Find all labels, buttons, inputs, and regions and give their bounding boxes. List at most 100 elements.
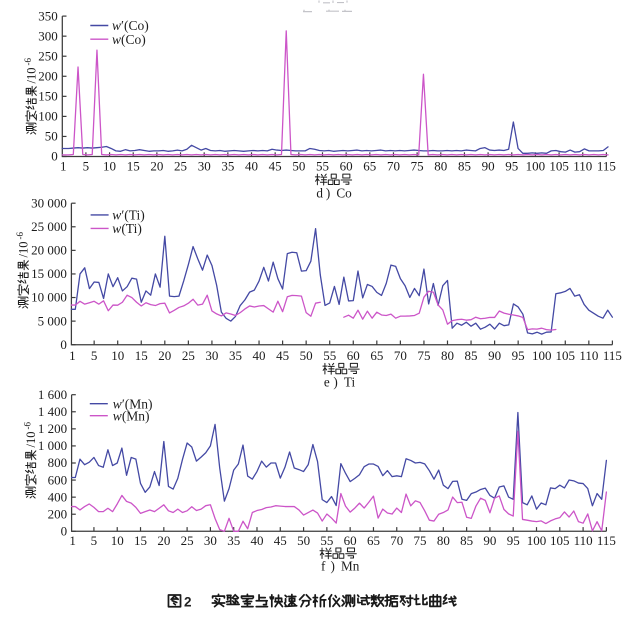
svg-text:5 000: 5 000: [38, 313, 67, 328]
svg-text:85: 85: [465, 348, 478, 363]
svg-text:200: 200: [48, 506, 68, 521]
svg-text:50: 50: [45, 129, 58, 144]
svg-text:70: 70: [390, 533, 403, 548]
svg-text:5: 5: [91, 348, 98, 363]
svg-text:80: 80: [441, 348, 454, 363]
svg-text:65: 65: [370, 348, 383, 363]
svg-text:40: 40: [250, 533, 263, 548]
svg-text:800: 800: [48, 455, 68, 470]
svg-text:w′(Co): w′(Co): [112, 18, 149, 33]
svg-text:105: 105: [556, 348, 576, 363]
svg-text:20: 20: [157, 533, 170, 548]
svg-text:30: 30: [205, 348, 218, 363]
svg-text:110: 110: [574, 533, 593, 548]
svg-text:1: 1: [60, 158, 67, 173]
svg-text:0: 0: [61, 524, 68, 539]
svg-text:75: 75: [417, 348, 430, 363]
svg-text:90: 90: [483, 533, 496, 548]
svg-text:1: 1: [69, 533, 76, 548]
svg-text:200: 200: [38, 68, 58, 83]
svg-text:30 000: 30 000: [31, 195, 67, 210]
svg-text:85: 85: [458, 158, 471, 173]
svg-text:50: 50: [292, 158, 305, 173]
svg-text:40: 40: [245, 158, 258, 173]
svg-text:60: 60: [347, 348, 360, 363]
svg-text:50: 50: [297, 533, 310, 548]
svg-text:60: 60: [340, 158, 353, 173]
svg-text:100: 100: [527, 533, 547, 548]
svg-text:15: 15: [127, 158, 140, 173]
svg-text:15: 15: [134, 533, 147, 548]
svg-text:10 000: 10 000: [31, 290, 67, 305]
svg-text:400: 400: [48, 489, 68, 504]
svg-text:35: 35: [221, 158, 234, 173]
svg-text:55: 55: [323, 348, 336, 363]
svg-text:Co: Co: [336, 186, 352, 201]
svg-text:600: 600: [48, 472, 68, 487]
svg-text:45: 45: [274, 533, 287, 548]
svg-text:2: 2: [184, 595, 192, 610]
svg-text:80: 80: [437, 533, 450, 548]
svg-text:75: 75: [411, 158, 424, 173]
svg-text:e: e: [324, 375, 330, 390]
svg-text:5: 5: [91, 533, 98, 548]
svg-text:Ti: Ti: [344, 375, 356, 390]
svg-text:w′(Ti): w′(Ti): [112, 208, 144, 223]
svg-text:115: 115: [603, 348, 622, 363]
svg-text:f: f: [321, 559, 326, 574]
svg-text:w(Co): w(Co): [112, 32, 146, 47]
svg-text:45: 45: [269, 158, 282, 173]
svg-text:35: 35: [229, 348, 242, 363]
svg-text:25: 25: [182, 348, 195, 363]
svg-text:1 600: 1 600: [38, 387, 67, 402]
svg-text:110: 110: [573, 158, 592, 173]
svg-text:30: 30: [204, 533, 217, 548]
svg-text:15: 15: [135, 348, 148, 363]
svg-text:70: 70: [387, 158, 400, 173]
svg-text:): ): [333, 375, 337, 390]
svg-text:50: 50: [300, 348, 313, 363]
svg-text:1 400: 1 400: [38, 404, 67, 419]
svg-text:95: 95: [507, 533, 520, 548]
svg-text:95: 95: [505, 158, 518, 173]
svg-text:300: 300: [38, 28, 58, 43]
svg-text:-6: -6: [23, 422, 33, 430]
svg-text:w′(Mn): w′(Mn): [113, 396, 153, 411]
svg-text:35: 35: [227, 533, 240, 548]
svg-text:85: 85: [460, 533, 473, 548]
svg-text:1 000: 1 000: [38, 438, 67, 453]
svg-text:65: 65: [367, 533, 380, 548]
svg-text:-6: -6: [15, 232, 25, 240]
svg-text:/10: /10: [24, 432, 38, 448]
svg-text:): ): [326, 186, 330, 201]
svg-text:Mn: Mn: [341, 559, 360, 574]
svg-text:w(Mn): w(Mn): [113, 408, 150, 423]
svg-text:95: 95: [512, 348, 525, 363]
svg-text:45: 45: [276, 348, 289, 363]
svg-text:75: 75: [414, 533, 427, 548]
svg-text:20: 20: [158, 348, 171, 363]
svg-text:10: 10: [111, 348, 124, 363]
svg-text:100: 100: [38, 109, 58, 124]
svg-text:105: 105: [549, 158, 569, 173]
svg-text:40: 40: [253, 348, 266, 363]
svg-text:0: 0: [51, 149, 58, 164]
svg-text:105: 105: [550, 533, 570, 548]
svg-text:115: 115: [597, 158, 616, 173]
svg-text:20: 20: [150, 158, 163, 173]
svg-text:5: 5: [83, 158, 90, 173]
svg-text:110: 110: [579, 348, 598, 363]
svg-text:250: 250: [38, 48, 58, 63]
svg-text:25: 25: [174, 158, 187, 173]
svg-text:55: 55: [316, 158, 329, 173]
svg-text:65: 65: [363, 158, 376, 173]
svg-text:1 200: 1 200: [38, 421, 67, 436]
svg-text:10: 10: [111, 533, 124, 548]
svg-text:60: 60: [344, 533, 357, 548]
svg-text:90: 90: [482, 158, 495, 173]
svg-text:70: 70: [394, 348, 407, 363]
svg-text:-6: -6: [23, 58, 33, 66]
svg-text:150: 150: [38, 89, 58, 104]
svg-text:15 000: 15 000: [31, 266, 67, 281]
svg-text:30: 30: [198, 158, 211, 173]
